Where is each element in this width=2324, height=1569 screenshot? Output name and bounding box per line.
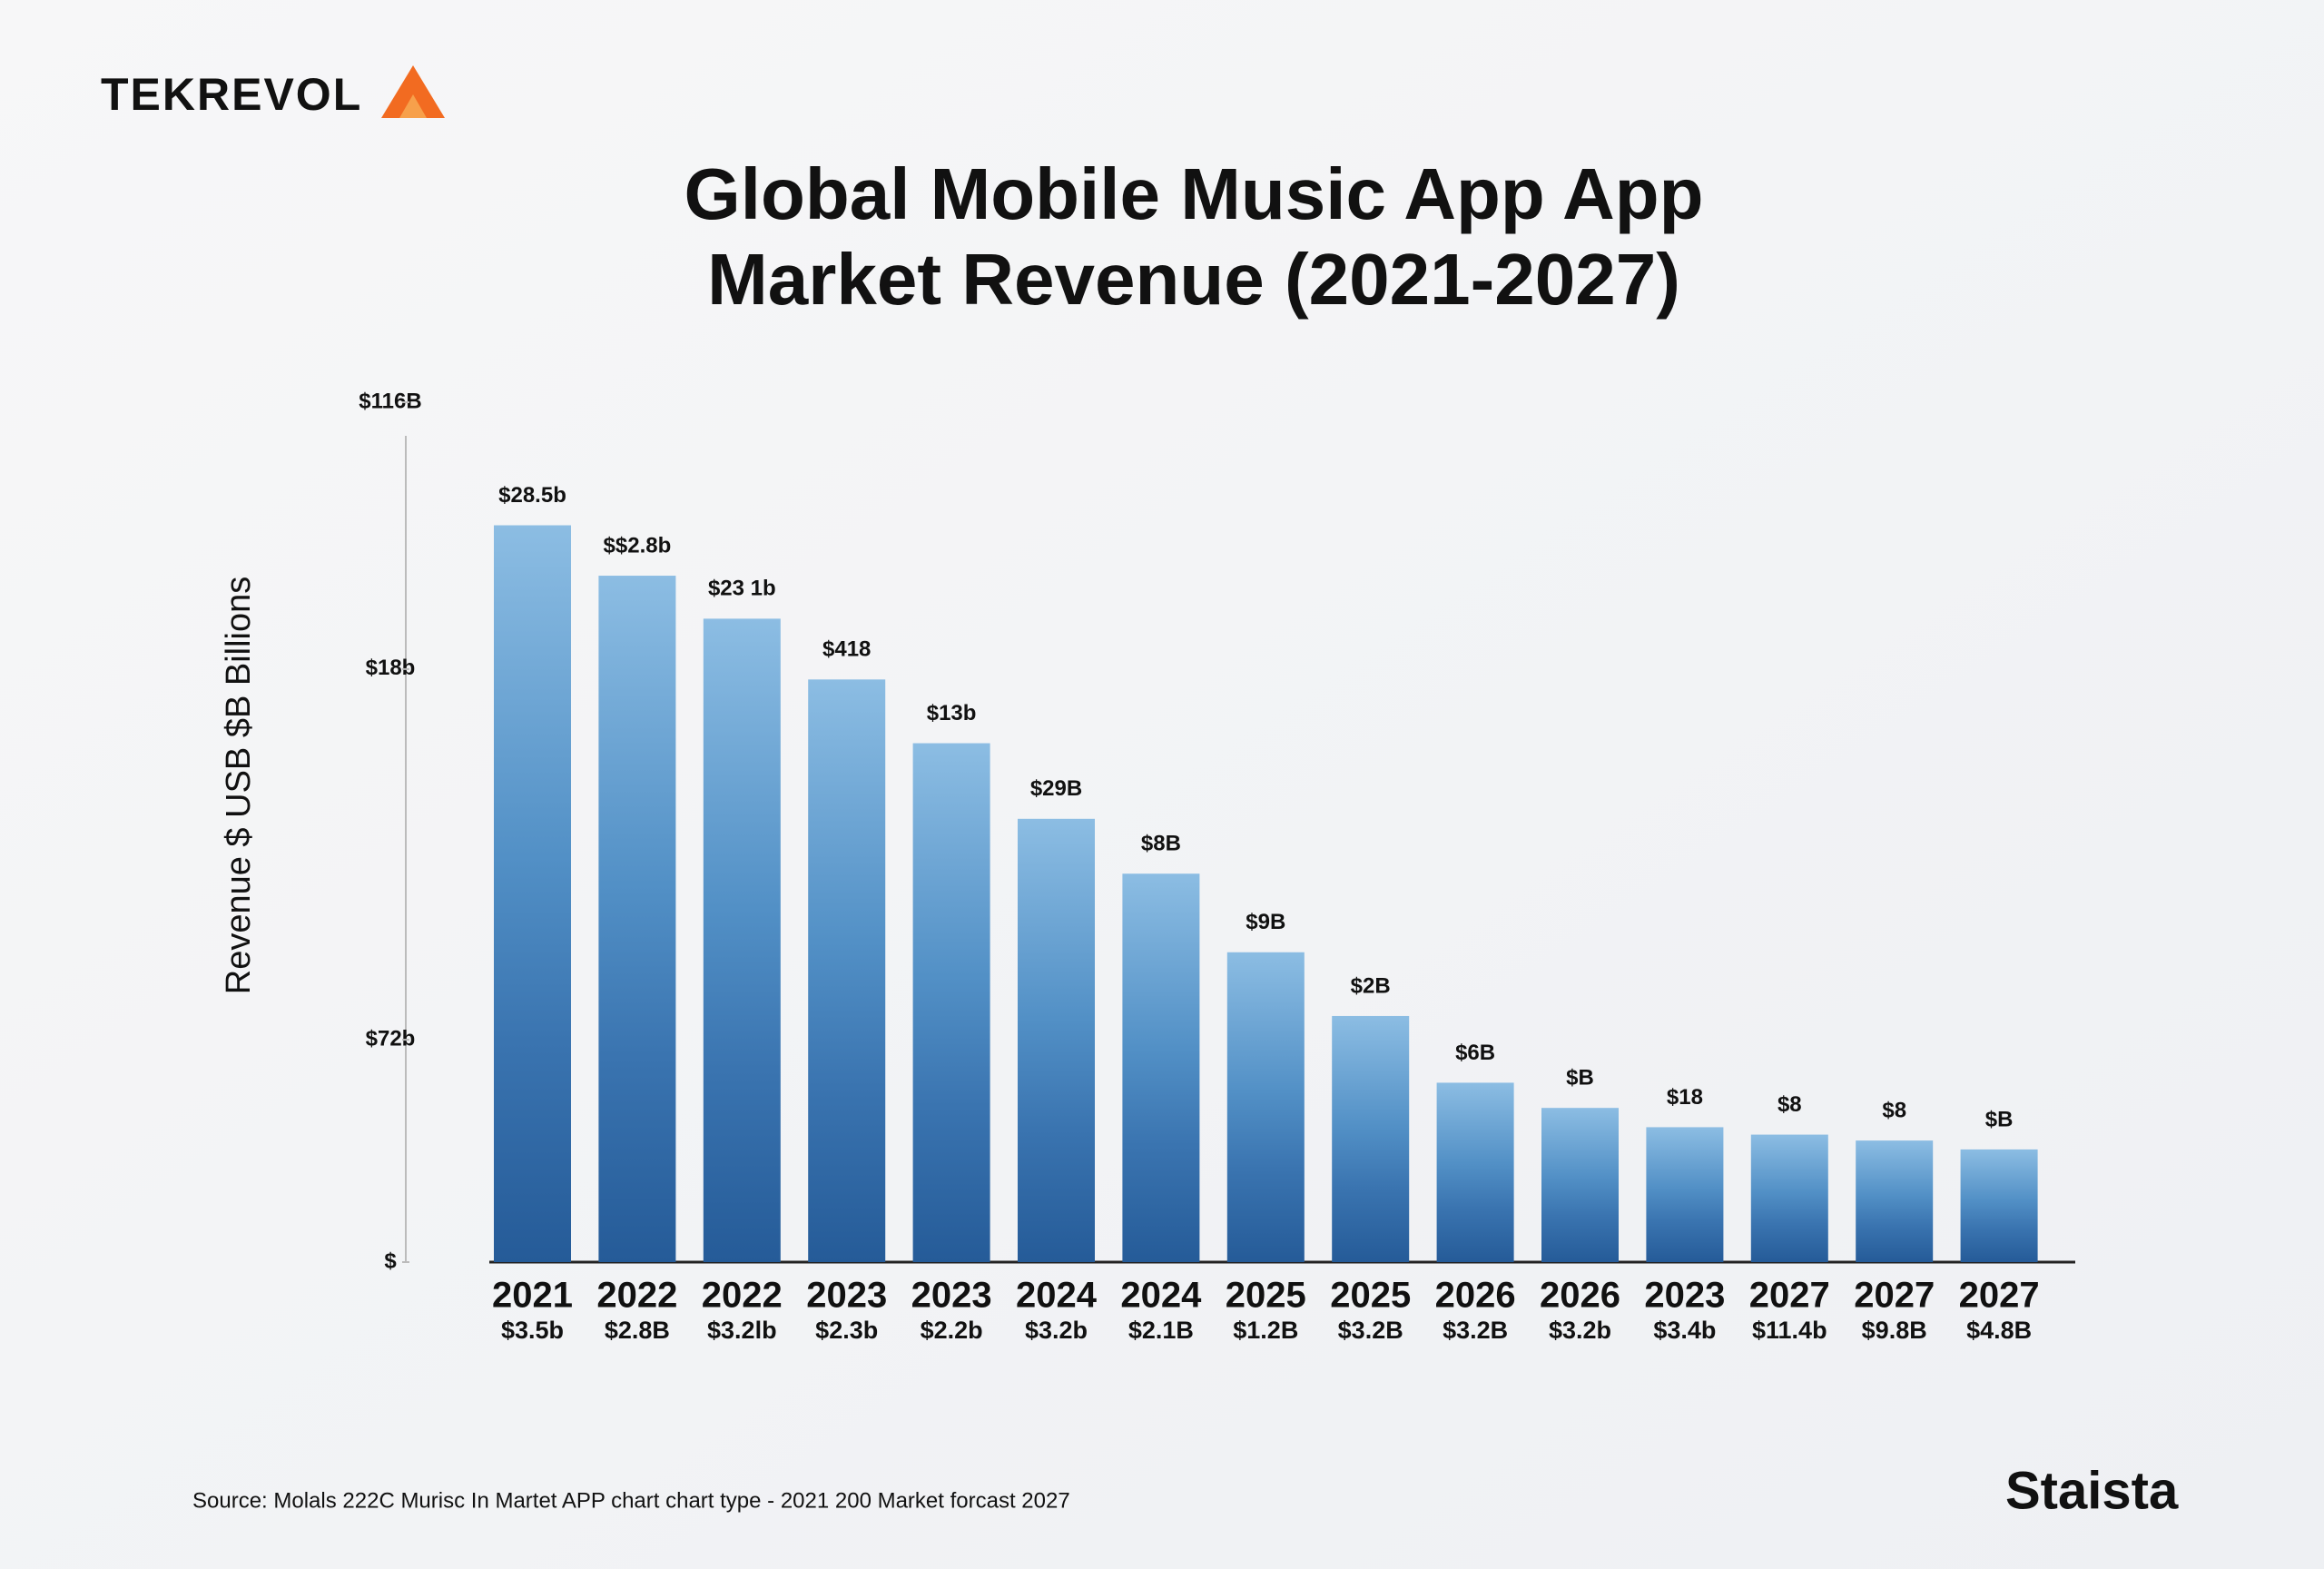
bar — [1122, 873, 1200, 1262]
value-label: $13b — [927, 701, 977, 725]
x-sublabel: $2.3b — [815, 1317, 878, 1344]
x-sublabel: $11.4b — [1752, 1317, 1827, 1344]
x-sublabel: $3.4b — [1653, 1317, 1716, 1344]
x-tick-label: 2026 — [1540, 1276, 1620, 1316]
x-tick-label: 2023 — [1644, 1276, 1725, 1316]
value-label: $29B — [1030, 776, 1082, 801]
x-sublabel: $3.2B — [1338, 1317, 1403, 1344]
bar — [1332, 1015, 1410, 1262]
y-tick-label: $ — [384, 1248, 397, 1273]
x-sublabel: $2.8B — [605, 1317, 670, 1344]
x-tick-label: 2025 — [1330, 1276, 1411, 1316]
bar — [1541, 1108, 1619, 1262]
bar — [1436, 1082, 1514, 1262]
x-tick-label: 2025 — [1226, 1276, 1306, 1316]
x-tick-label: 2023 — [806, 1276, 887, 1316]
x-tick-label: 2022 — [596, 1276, 677, 1316]
source-note: Source: Molals 222C Murisc In Martet APP… — [192, 1488, 1070, 1513]
x-tick-label: 2024 — [1120, 1276, 1202, 1316]
value-label: $9B — [1246, 910, 1285, 934]
x-sublabel: $3.5b — [501, 1317, 564, 1344]
x-sublabel: $3.2lb — [707, 1317, 777, 1344]
value-label: $418 — [822, 637, 871, 662]
x-tick-label: 2023 — [911, 1276, 992, 1316]
bar — [808, 679, 886, 1262]
value-label: $18 — [1667, 1085, 1703, 1110]
x-tick-label: 2027 — [1854, 1276, 1935, 1316]
bar — [598, 576, 676, 1262]
value-label: $2B — [1351, 973, 1391, 998]
bar — [912, 743, 990, 1262]
y-tick-label: $116B — [359, 389, 421, 413]
x-tick-label: 2027 — [1959, 1276, 2040, 1316]
logo-icon — [381, 65, 445, 118]
x-sublabel: $3.2b — [1549, 1317, 1611, 1344]
value-label: $8 — [1882, 1098, 1906, 1122]
logo-icon-inner — [399, 94, 427, 118]
y-tick-label: $72b — [366, 1026, 416, 1051]
value-label: $B — [1566, 1066, 1594, 1090]
value-label: $B — [1985, 1107, 2014, 1131]
value-label: $23 1b — [708, 577, 776, 601]
x-tick-label: 2027 — [1749, 1276, 1830, 1316]
x-tick-label: 2021 — [492, 1276, 573, 1316]
x-sublabel: $9.8B — [1862, 1317, 1927, 1344]
bar — [703, 618, 781, 1262]
x-sublabel: $2.2b — [921, 1317, 983, 1344]
publisher-logo: Staista — [2005, 1461, 2179, 1520]
bar — [1960, 1149, 2038, 1262]
chart-title: Global Mobile Music App App — [684, 153, 1704, 234]
value-label: $8B — [1141, 832, 1181, 856]
value-label: $8 — [1777, 1092, 1802, 1117]
bar — [1018, 818, 1095, 1262]
bar — [1750, 1134, 1828, 1262]
x-sublabel: $1.2B — [1233, 1317, 1298, 1344]
x-tick-label: 2026 — [1435, 1276, 1516, 1316]
value-label: $28.5b — [498, 483, 566, 508]
x-tick-label: 2024 — [1016, 1276, 1098, 1316]
y-tick-label: $18b — [366, 656, 416, 680]
x-sublabel: $3.2b — [1025, 1317, 1088, 1344]
x-sublabel: $2.1B — [1128, 1317, 1194, 1344]
x-tick-label: 2022 — [702, 1276, 783, 1316]
bar — [1856, 1140, 1934, 1262]
bar — [494, 525, 571, 1262]
x-sublabel: $3.2B — [1443, 1317, 1508, 1344]
value-label: $$2.8b — [604, 533, 672, 558]
y-axis-label: Revenue $ USB $B Billions — [220, 577, 258, 994]
brand-logo: TEKREVOL — [101, 69, 362, 120]
chart-title: Market Revenue (2021-2027) — [707, 239, 1680, 320]
x-sublabel: $4.8B — [1966, 1317, 2032, 1344]
value-label: $6B — [1455, 1041, 1495, 1065]
bar — [1226, 952, 1305, 1262]
bar — [1646, 1127, 1724, 1262]
